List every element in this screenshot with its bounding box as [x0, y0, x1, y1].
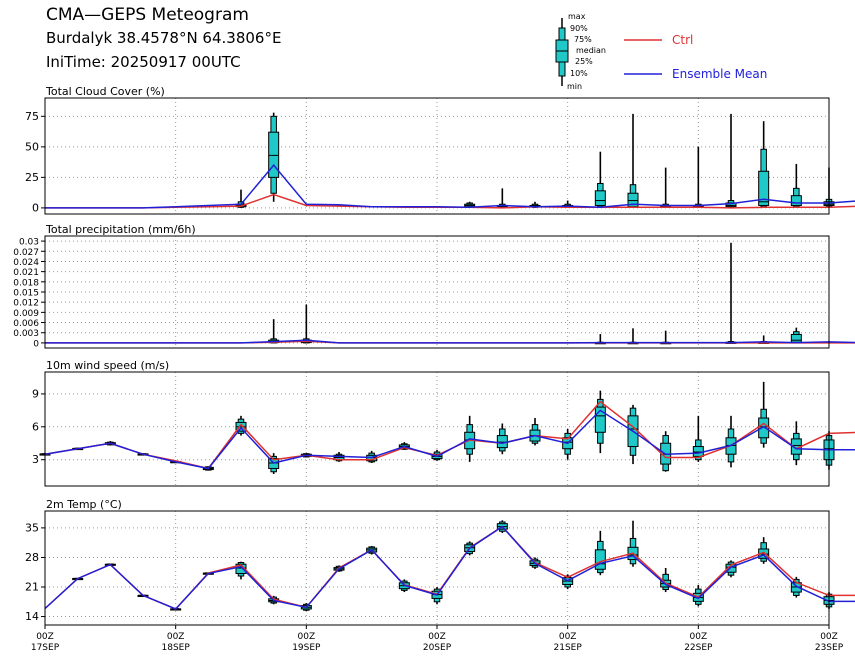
ensemble-mean-line	[44, 409, 855, 470]
ensemble-mean-line	[45, 164, 855, 209]
ensemble-box	[594, 151, 606, 208]
ensemble-box	[594, 390, 606, 454]
ensemble-box	[790, 327, 802, 344]
legend-key-label: 90%	[570, 24, 588, 33]
y-tick-label: 0	[33, 339, 39, 349]
legend-key-label: max	[568, 12, 586, 21]
y-tick-label: 0.009	[13, 309, 39, 319]
y-tick-label: 6	[32, 420, 39, 433]
panel-title: Total Cloud Cover (%)	[45, 85, 165, 98]
y-tick-label: 0	[32, 201, 39, 214]
panel-frame	[44, 371, 830, 487]
x-tick-label-time: 00Z	[36, 632, 54, 642]
location-label: Burdalyk 38.4578°N 64.3806°E	[46, 29, 282, 47]
y-tick-label: 0.024	[13, 258, 39, 268]
box-p25-p75	[268, 131, 280, 178]
y-tick-label: 75	[25, 110, 39, 123]
legend-key-label: median	[576, 46, 606, 55]
ensemble-box	[594, 530, 606, 576]
box-p25-p75	[790, 333, 802, 343]
box-p25-p75	[594, 406, 606, 433]
y-tick-label: 0.027	[13, 248, 39, 258]
ensemble-box	[725, 415, 737, 468]
x-tick-label-time: 00Z	[559, 632, 577, 642]
init-time-label: IniTime: 20250917 00UTC	[46, 53, 241, 71]
panel-frame	[44, 235, 830, 349]
box-p25-p75	[496, 435, 508, 449]
box-p25-p75	[758, 417, 770, 439]
y-tick-label: 50	[25, 140, 39, 153]
panel-title: 2m Temp (°C)	[46, 498, 122, 511]
panel-title: 10m wind speed (m/s)	[46, 359, 169, 372]
y-tick-label: 0.018	[13, 278, 39, 288]
legend-key-label: min	[567, 82, 582, 91]
chart-title: CMA—GEPS Meteogram	[46, 5, 249, 25]
panel-4: 2m Temp (°C) 14 21 28 35	[25, 498, 855, 626]
y-tick-label: 0.03	[19, 238, 39, 248]
x-tick-label-date: 20SEP	[423, 643, 452, 653]
box-p25-p75	[594, 549, 606, 570]
legend-key-label: 10%	[570, 69, 588, 78]
ensemble-box	[725, 242, 737, 344]
panel-2: Total precipitation (mm/6h)00.0030.0060.…	[13, 223, 855, 349]
panel-3: 10m wind speed (m/s) 3 6 9	[32, 359, 855, 487]
legend-key-label: 25%	[575, 57, 593, 66]
ensemble-box	[790, 421, 802, 466]
y-tick-label: 9	[32, 387, 39, 400]
legend-ctrl-label: Ctrl	[672, 33, 693, 47]
x-tick-label-time: 00Z	[167, 632, 185, 642]
panel-frame	[44, 97, 830, 215]
ensemble-box	[758, 381, 770, 448]
panel-1: Total Cloud Cover (%) 0 25 50 75	[25, 85, 855, 215]
ensemble-box	[758, 121, 770, 208]
legend: max 90% 75% median 25% 10% min Ctrl Ensemble Mea…	[555, 12, 767, 91]
x-tick-label-time: 00Z	[298, 632, 316, 642]
ensemble-box	[268, 112, 280, 202]
ensemble-box	[627, 113, 639, 208]
ensemble-box	[758, 537, 770, 564]
box-p25-p75	[790, 195, 802, 206]
box-p25-p75	[758, 170, 770, 206]
box-p25-p75	[594, 190, 606, 206]
y-tick-label: 0.006	[13, 319, 39, 329]
y-tick-label: 21	[25, 581, 39, 594]
ensemble-mean-line	[45, 339, 855, 344]
panel-title: Total precipitation (mm/6h)	[45, 223, 196, 236]
y-tick-label: 14	[25, 610, 39, 623]
box-p25-p75	[692, 446, 704, 457]
x-tick-label-date: 23SEP	[815, 643, 844, 653]
legend-key-label: 75%	[574, 35, 592, 44]
x-axis: 00Z17SEP00Z18SEP00Z19SEP00Z20SEP00Z21SEP…	[31, 625, 844, 653]
y-tick-label: 35	[25, 521, 39, 534]
ensemble-box	[692, 415, 704, 462]
y-tick-label: 0.021	[13, 268, 39, 278]
legend-mean-label: Ensemble Mean	[672, 67, 767, 81]
ensemble-box	[725, 113, 737, 208]
y-tick-label: 0.015	[13, 289, 39, 299]
y-tick-label: 3	[32, 453, 39, 466]
y-tick-label: 0.003	[13, 329, 39, 339]
ensemble-box	[529, 418, 541, 446]
panels: Total Cloud Cover (%) 0 25 50 75 Total precip…	[13, 85, 855, 626]
x-tick-label-time: 00Z	[428, 632, 446, 642]
x-tick-label-date: 22SEP	[684, 643, 713, 653]
ensemble-box	[496, 423, 508, 455]
ensemble-box	[562, 429, 574, 460]
x-tick-label-date: 21SEP	[554, 643, 583, 653]
x-tick-label-date: 17SEP	[31, 643, 60, 653]
y-tick-label: 0.012	[13, 299, 39, 309]
x-tick-label-time: 00Z	[690, 632, 708, 642]
y-tick-label: 28	[25, 551, 39, 564]
y-tick-label: 25	[25, 171, 39, 184]
ensemble-box	[627, 328, 639, 345]
ensemble-box	[790, 163, 802, 208]
box-p25-p75	[235, 563, 247, 574]
ensemble-mean-line	[44, 525, 855, 610]
ensemble-box	[660, 167, 672, 208]
x-tick-label-time: 00Z	[820, 632, 838, 642]
ensemble-box	[300, 304, 312, 344]
x-tick-label-date: 19SEP	[292, 643, 321, 653]
x-tick-label-date: 18SEP	[162, 643, 191, 653]
